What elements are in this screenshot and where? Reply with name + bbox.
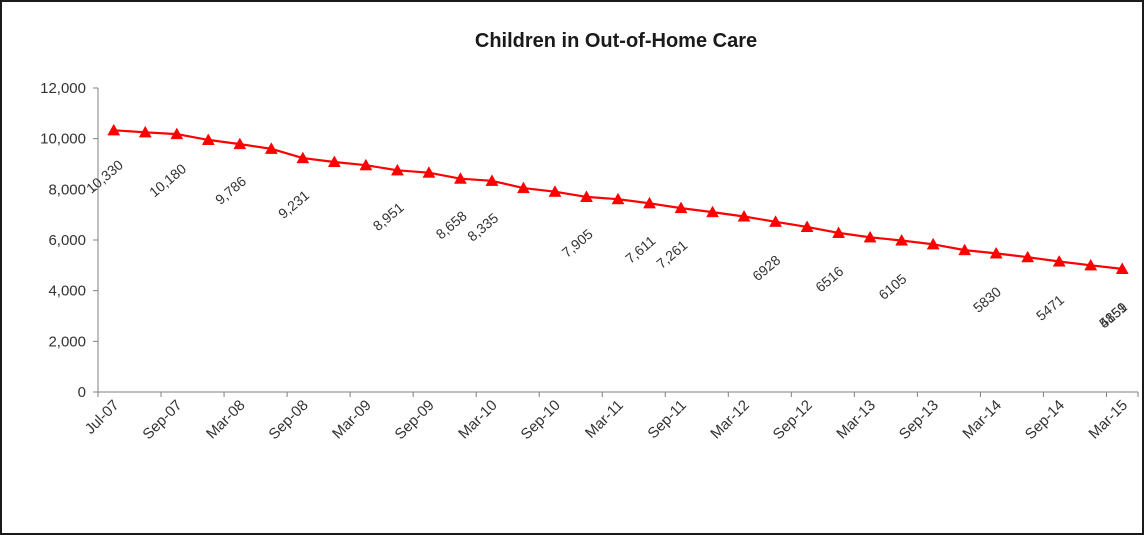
x-tick-label: Mar-13 [833,397,879,443]
y-tick-label: 12,000 [40,80,86,97]
data-label: 7,611 [622,232,658,266]
y-tick-label: 6,000 [48,232,86,249]
x-tick-label: Sep-13 [896,397,942,443]
y-tick-label: 8,000 [48,181,86,198]
data-point-marker [517,181,530,194]
data-point-marker [769,215,783,227]
x-tick-label: Sep-14 [1022,397,1068,443]
y-tick-labels: 0 2,000 4,000 6,000 8,000 10,000 12,000 [40,80,86,401]
data-point-marker [201,133,215,145]
data-point-marker [737,209,751,222]
data-point-marker [359,158,373,171]
data-point-marker [674,201,688,214]
x-tick-label: Sep-07 [139,397,185,443]
data-point-marker [107,123,121,136]
x-tick-label: Sep-11 [644,397,689,442]
y-tick-label: 10,000 [40,131,86,148]
data-label: 6928 [749,252,783,284]
data-point-marker [989,246,1003,259]
data-label: 7,261 [653,237,690,272]
data-label: 6516 [812,263,846,295]
x-tick-label: Mar-14 [959,397,1005,443]
data-point-marker [548,185,562,197]
x-tick-label: Mar-11 [582,397,627,442]
data-point-marker [1115,262,1129,274]
data-point-marker [390,163,404,176]
data-point-marker [863,230,877,243]
series-markers [107,123,1129,274]
data-point-marker [296,151,310,164]
data-point-marker [485,174,499,186]
data-point-marker [580,190,593,202]
x-tick-labels: Jul-07 Sep-07 Mar-08 Sep-08 Mar-09 Sep-09 Mar-… [82,397,1131,443]
y-tick-label: 4,000 [48,283,86,300]
data-point-marker [233,137,247,150]
data-label: 8,658 [433,207,470,242]
data-point-marker [926,237,940,250]
data-point-marker [422,166,436,178]
x-tick-label: Mar-09 [329,397,375,443]
data-label: 9,231 [275,187,312,222]
x-tick-label: Mar-10 [455,397,501,443]
data-label: 8,335 [464,209,501,244]
data-point-marker [138,125,152,138]
x-tick-label: Mar-12 [707,397,753,443]
data-point-marker [1084,258,1098,271]
data-point-marker [327,155,341,168]
x-tick-label: Mar-08 [203,397,249,443]
data-point-marker [895,233,909,246]
data-label: 6105 [875,270,909,302]
data-label: 4859 [1096,299,1130,331]
data-label: 5830 [970,283,1004,315]
data-label: 7,905 [559,226,596,261]
chart-title: Children in Out-of-Home Care [475,30,757,52]
x-tick-label: Mar-15 [1085,397,1131,443]
x-tick-label: Sep-09 [392,397,438,443]
data-point-marker [1021,250,1035,263]
data-point-marker [1052,254,1066,267]
data-point-marker [264,142,278,154]
x-tick-label: Sep-08 [265,397,311,443]
data-label: 8,951 [370,199,407,234]
data-point-marker [611,192,625,205]
x-tick-label: Jul-07 [82,397,123,438]
y-tick-label: 0 [78,384,86,401]
data-label: 10,180 [146,160,189,200]
data-point-marker [832,226,846,238]
data-point-marker [643,196,656,209]
data-point-marker [958,243,972,256]
data-point-marker [170,127,184,140]
x-tick-label: Sep-12 [770,397,816,443]
chart-axes [93,87,1139,397]
data-point-marker [453,172,467,184]
data-point-marker [706,205,719,218]
data-label: 5471 [1033,291,1067,323]
data-point-marker [800,220,814,232]
x-tick-label: Sep-10 [518,397,564,443]
data-label: 10,330 [83,156,126,196]
y-tick-label: 2,000 [48,333,86,350]
data-label: 9,786 [212,173,249,208]
